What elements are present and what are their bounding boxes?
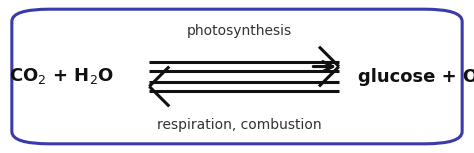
FancyBboxPatch shape xyxy=(12,9,462,144)
Text: photosynthesis: photosynthesis xyxy=(187,24,292,38)
Text: glucose + O2: glucose + O2 xyxy=(358,67,474,86)
Text: respiration, combustion: respiration, combustion xyxy=(157,118,322,132)
Text: CO$_2$ + H$_2$O: CO$_2$ + H$_2$O xyxy=(9,67,114,86)
